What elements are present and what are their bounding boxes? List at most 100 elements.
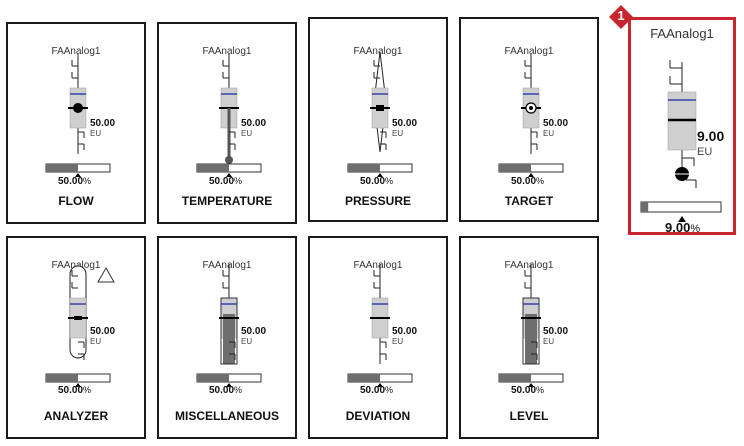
value-readout: 50.00 — [241, 118, 267, 129]
faceplate-title: MISCELLANEOUS — [174, 409, 279, 423]
gauge-graphic — [640, 60, 722, 222]
gauge-graphic — [347, 51, 413, 177]
low-alarm-flag-icon — [380, 131, 387, 138]
high-alarm-flag-icon — [524, 72, 531, 79]
faceplate-pressure[interactable]: FAAnalog1 50.00 EU 50.00% PRESSURE — [308, 17, 448, 222]
high-high-alarm-flag-icon — [524, 270, 531, 277]
value-readout: 50.00 — [90, 118, 116, 129]
low-low-alarm-flag-icon — [78, 353, 85, 360]
faceplate-temperature[interactable]: FAAnalog1 50.00 EU 50.00% TEMPERATURE — [157, 22, 297, 224]
triangle-outline-icon — [97, 266, 115, 283]
value-readout: 50.00 — [543, 326, 569, 337]
value-readout: 50.00 — [543, 118, 569, 129]
low-low-alarm-flag-icon — [531, 143, 538, 150]
faceplate-analyzer[interactable]: FAAnalog1 50.00 EU 50.00% ANALYZER — [6, 236, 146, 439]
percent-bar-fill — [46, 164, 78, 172]
high-high-alarm-flag-icon — [373, 60, 380, 67]
value-readout: 50.00 — [241, 326, 267, 337]
pv-marker-icon — [74, 316, 82, 320]
percent-pointer-icon — [75, 383, 81, 387]
percent-bar-fill — [348, 164, 380, 172]
high-alarm-flag-icon — [669, 76, 682, 85]
percent-readout: 50.00% — [58, 385, 92, 396]
eu-label: EU — [90, 337, 102, 346]
low-alarm-flag-icon — [531, 131, 538, 138]
percent-pointer-icon — [226, 383, 232, 387]
gauge-graphic — [45, 54, 111, 177]
high-high-alarm-flag-icon — [71, 270, 78, 277]
faceplate-miscellaneous[interactable]: FAAnalog1 50.00 EU 50.00% MISCELLANEOUS — [157, 236, 297, 439]
gauge-graphic — [498, 54, 564, 177]
high-high-alarm-flag-icon — [71, 60, 78, 67]
tag-label: FAAnalog1 — [650, 26, 714, 41]
eu-label: EU — [543, 129, 555, 138]
percent-bar-fill — [499, 374, 531, 382]
percent-bar-fill — [197, 374, 229, 382]
percent-pointer-icon — [226, 173, 232, 177]
faceplate-target[interactable]: FAAnalog1 50.00 EU 50.00% TARGET — [459, 17, 599, 222]
faceplate-title: TARGET — [504, 194, 554, 208]
percent-bar-fill — [348, 374, 380, 382]
thermometer-bulb-icon — [225, 156, 233, 164]
percent-pointer-icon — [75, 173, 81, 177]
tag-label: FAAnalog1 — [202, 46, 252, 57]
high-alarm-flag-icon — [222, 282, 229, 289]
eu-label: EU — [241, 129, 253, 138]
high-alarm-flag-icon — [524, 282, 531, 289]
tag-label: FAAnalog1 — [353, 260, 403, 271]
low-low-alarm-flag-icon — [229, 353, 236, 360]
pv-square-icon — [376, 105, 384, 111]
faceplate-deviation[interactable]: FAAnalog1 50.00 EU 50.00% DEVIATION — [308, 236, 448, 439]
faceplate-flow[interactable]: FAAnalog1 50.00 EU 50.00% FLOW — [6, 22, 146, 224]
low-low-alarm-flag-icon — [229, 143, 236, 150]
pressure-diamond-outline — [373, 51, 387, 153]
percent-pointer-icon — [377, 173, 383, 177]
high-alarm-flag-icon — [373, 72, 380, 79]
level-tube-outline — [522, 297, 540, 365]
faceplate-highlighted[interactable]: FAAnalog1 9.00 EU 9.00% — [628, 17, 736, 235]
value-readout: 50.00 — [90, 326, 116, 337]
low-low-alarm-flag-icon — [531, 353, 538, 360]
high-alarm-flag-icon — [71, 72, 78, 79]
low-alarm-flag-icon — [380, 341, 387, 348]
eu-label: EU — [392, 129, 404, 138]
gauge-graphic — [498, 264, 564, 387]
high-high-alarm-flag-icon — [222, 60, 229, 67]
high-alarm-flag-icon — [222, 72, 229, 79]
gauge-graphic — [196, 264, 262, 387]
callout-badge: 1 — [608, 4, 634, 30]
value-readout: 50.00 — [392, 118, 418, 129]
percent-bar-fill — [641, 202, 649, 212]
percent-readout: 50.00% — [209, 385, 243, 396]
high-alarm-flag-icon — [373, 282, 380, 289]
eu-label: EU — [543, 337, 555, 346]
low-low-alarm-flag-icon — [380, 143, 387, 150]
high-high-alarm-flag-icon — [222, 270, 229, 277]
high-high-alarm-flag-icon — [524, 60, 531, 67]
gauge-graphic — [45, 265, 115, 387]
high-alarm-flag-icon — [71, 282, 78, 289]
eu-label: EU — [697, 146, 713, 158]
eu-label: EU — [392, 337, 404, 346]
percent-pointer-icon — [528, 383, 534, 387]
low-alarm-flag-icon — [229, 341, 236, 348]
tag-label: FAAnalog1 — [504, 260, 554, 271]
percent-bar-track — [640, 201, 722, 213]
high-high-alarm-flag-icon — [669, 60, 682, 69]
eu-label: EU — [90, 129, 102, 138]
faceplate-title: DEVIATION — [345, 409, 411, 423]
tag-label: FAAnalog1 — [202, 260, 252, 271]
level-fill — [223, 314, 235, 364]
percent-pointer-icon — [678, 216, 686, 222]
faceplate-level[interactable]: FAAnalog1 50.00 EU 50.00% LEVEL — [459, 236, 599, 439]
high-high-alarm-flag-icon — [373, 270, 380, 277]
tag-label: FAAnalog1 — [51, 260, 101, 271]
faceplate-title: ANALYZER — [43, 409, 109, 423]
target-center-icon — [529, 106, 533, 110]
eu-label: EU — [241, 337, 253, 346]
percent-pointer-icon — [528, 173, 534, 177]
percent-bar-fill — [499, 164, 531, 172]
level-fill — [525, 314, 537, 364]
tag-label: FAAnalog1 — [353, 46, 403, 57]
value-readout: 9.00 — [697, 128, 725, 144]
